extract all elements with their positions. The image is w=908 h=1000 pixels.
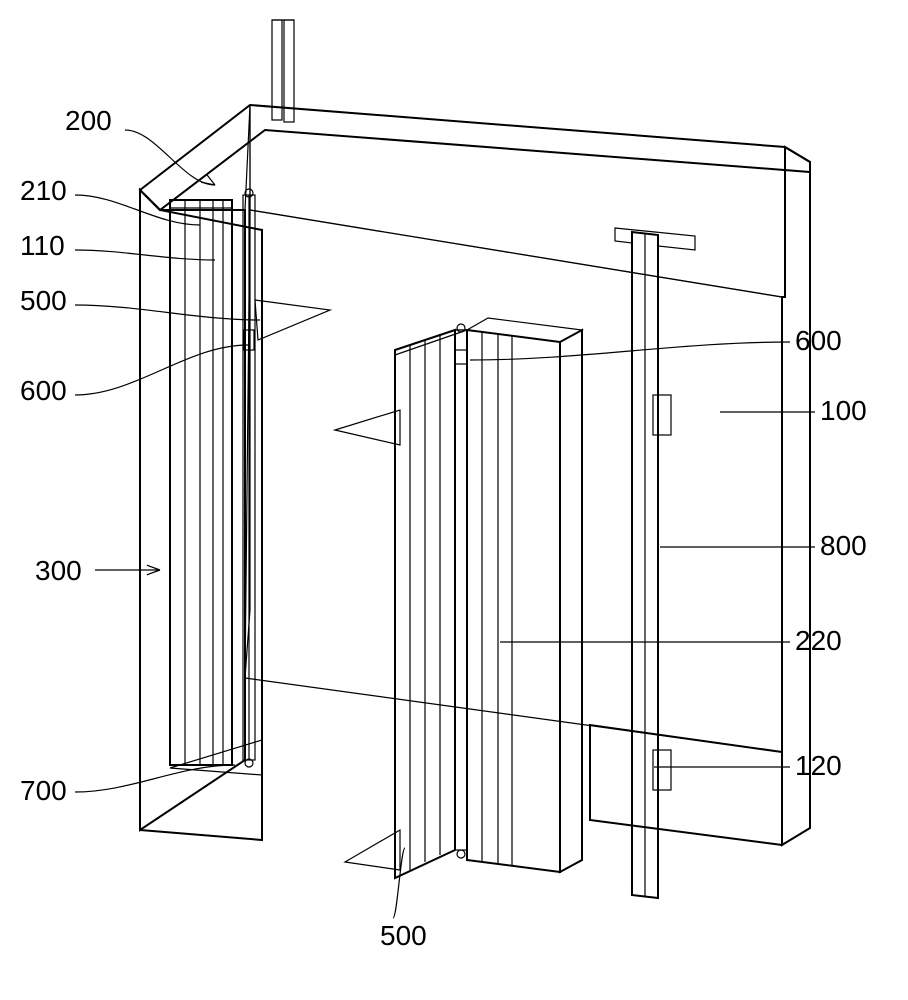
bracket-700: [170, 740, 262, 775]
leader-600: [75, 345, 248, 395]
bracket-500-lower-center: [345, 830, 400, 870]
leader-110: [75, 250, 215, 260]
right-bar-800: [615, 228, 695, 898]
label-700: 700: [20, 775, 67, 806]
label-500: 500: [20, 285, 67, 316]
bracket-500-upper-left: [255, 300, 330, 340]
label-300: 300: [35, 555, 82, 586]
hinge-120-upper: [653, 395, 671, 435]
reference-labels: 200 210 110 500 600 300 700 600 100 800 220 120 500: [20, 105, 867, 951]
technical-diagram: 200 210 110 500 600 300 700 600 100 800 220 120 500: [0, 0, 908, 1000]
left-panel-300: [140, 190, 245, 830]
center-fold-assembly-220: [335, 318, 582, 878]
label-100: 100: [820, 395, 867, 426]
label-120: 120: [795, 750, 842, 781]
pin-600-center: [455, 350, 467, 364]
leader-700: [75, 765, 235, 792]
leader-arrow-200: [201, 174, 215, 185]
label-600: 600: [20, 375, 67, 406]
label-500b: 500: [380, 920, 427, 951]
bracket-500-upper-center: [335, 410, 400, 445]
label-600b: 600: [795, 325, 842, 356]
enclosure-100: [140, 105, 810, 845]
label-210: 210: [20, 175, 67, 206]
leader-600b: [470, 342, 790, 360]
leader-200: [125, 130, 215, 185]
label-220: 220: [795, 625, 842, 656]
label-200: 200: [65, 105, 112, 136]
label-800: 800: [820, 530, 867, 561]
label-110: 110: [20, 230, 65, 261]
hinge-120-lower: [653, 750, 671, 790]
